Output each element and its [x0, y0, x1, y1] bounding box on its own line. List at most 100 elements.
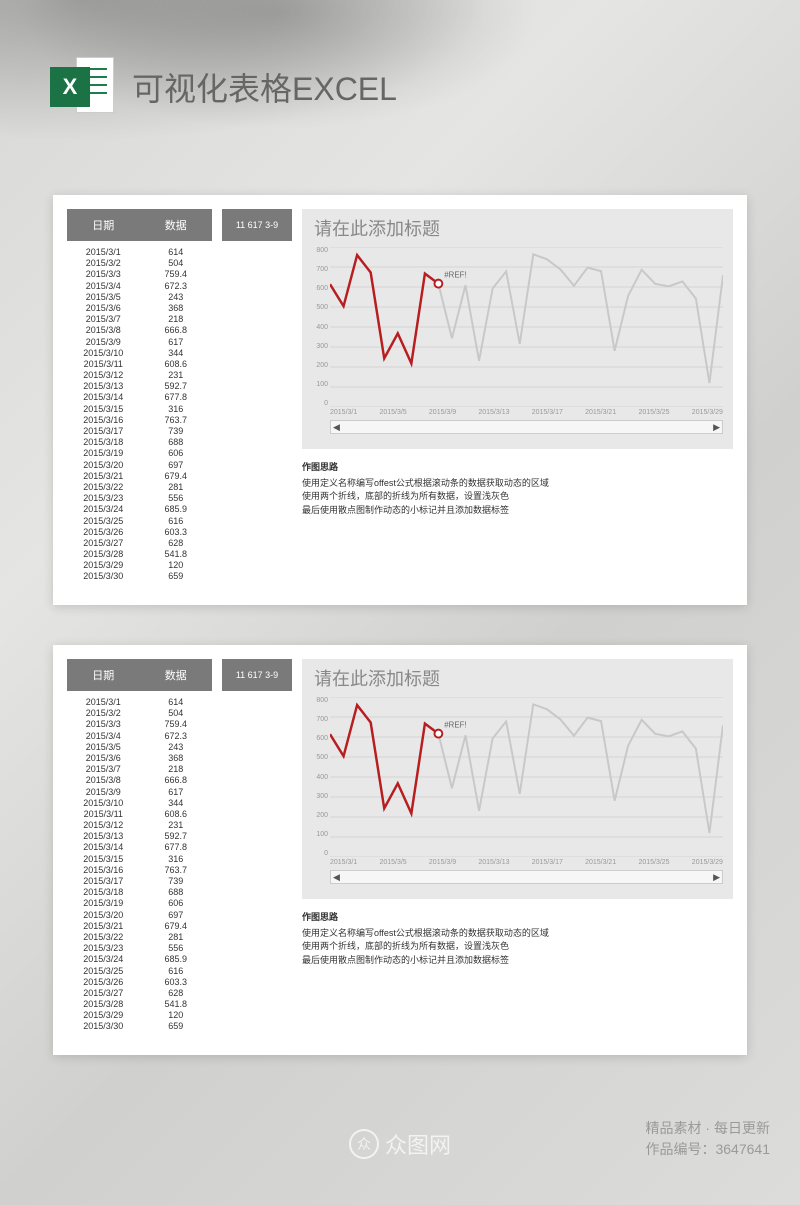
table-row: 2015/3/2504: [67, 708, 212, 719]
cell-value: 616: [140, 516, 213, 527]
table-header-date: 日期: [67, 217, 140, 233]
x-tick: 2015/3/25: [638, 859, 669, 866]
chart-scrollbar[interactable]: ◀ ▶: [330, 420, 723, 434]
cell-date: 2015/3/20: [67, 460, 140, 471]
scroll-left-icon[interactable]: ◀: [333, 872, 340, 883]
watermark-text: 众图网: [385, 1128, 451, 1160]
table-row: 2015/3/27628: [67, 538, 212, 549]
excel-icon-letter: X: [50, 67, 90, 107]
table-row: 2015/3/20697: [67, 910, 212, 921]
template-card-2: 日期 数据 2015/3/16142015/3/25042015/3/3759.…: [53, 645, 747, 1055]
chart-title: 请在此添加标题: [302, 659, 733, 691]
cell-value: 616: [140, 966, 213, 977]
y-tick: 0: [306, 850, 328, 857]
cell-date: 2015/3/30: [67, 1021, 140, 1032]
scroll-left-icon[interactable]: ◀: [333, 422, 340, 433]
cell-value: 556: [140, 943, 213, 954]
cell-date: 2015/3/14: [67, 392, 140, 403]
cell-date: 2015/3/21: [67, 471, 140, 482]
cell-value: 688: [140, 437, 213, 448]
cell-date: 2015/3/23: [67, 943, 140, 954]
cell-value: 628: [140, 988, 213, 999]
table-header: 日期 数据: [67, 659, 212, 691]
y-tick: 300: [306, 793, 328, 800]
cell-date: 2015/3/18: [67, 437, 140, 448]
x-tick: 2015/3/29: [692, 409, 723, 416]
chart-svg: #REF!: [330, 247, 723, 407]
cell-date: 2015/3/23: [67, 493, 140, 504]
x-tick: 2015/3/5: [379, 409, 406, 416]
chart-scrollbar[interactable]: ◀ ▶: [330, 870, 723, 884]
footer-line2: 作品编号：3647641: [645, 1139, 770, 1160]
table-row: 2015/3/29120: [67, 1010, 212, 1021]
cell-value: 666.8: [140, 775, 213, 786]
chart-svg: #REF!: [330, 697, 723, 857]
y-tick: 300: [306, 343, 328, 350]
y-tick: 600: [306, 285, 328, 292]
table-row: 2015/3/30659: [67, 1021, 212, 1032]
cell-date: 2015/3/19: [67, 448, 140, 459]
table-row: 2015/3/18688: [67, 437, 212, 448]
watermark: 众 众图网: [349, 1128, 451, 1160]
table-row: 2015/3/18688: [67, 887, 212, 898]
scroll-right-icon[interactable]: ▶: [713, 872, 720, 883]
cell-value: 739: [140, 426, 213, 437]
chart-area: 8007006005004003002001000 #REF! 2015/3/1…: [302, 241, 733, 449]
cell-value: 679.4: [140, 471, 213, 482]
x-tick: 2015/3/29: [692, 859, 723, 866]
table-row: 2015/3/16763.7: [67, 415, 212, 426]
data-table: 日期 数据 2015/3/16142015/3/25042015/3/3759.…: [67, 209, 212, 583]
cell-value: 556: [140, 493, 213, 504]
cell-value: 368: [140, 303, 213, 314]
table-row: 2015/3/14677.8: [67, 392, 212, 403]
y-tick: 700: [306, 266, 328, 273]
cell-value: 672.3: [140, 281, 213, 292]
x-tick: 2015/3/5: [379, 859, 406, 866]
cell-value: 541.8: [140, 999, 213, 1010]
table-row: 2015/3/21679.4: [67, 921, 212, 932]
table-row: 2015/3/30659: [67, 571, 212, 582]
table-row: 2015/3/21679.4: [67, 471, 212, 482]
cell-value: 603.3: [140, 977, 213, 988]
table-row: 2015/3/4672.3: [67, 281, 212, 292]
table-row: 2015/3/13592.7: [67, 381, 212, 392]
cell-date: 2015/3/2: [67, 708, 140, 719]
cell-date: 2015/3/22: [67, 932, 140, 943]
table-row: 2015/3/10344: [67, 798, 212, 809]
cell-value: 606: [140, 898, 213, 909]
cell-date: 2015/3/19: [67, 898, 140, 909]
cell-date: 2015/3/2: [67, 258, 140, 269]
cell-date: 2015/3/30: [67, 571, 140, 582]
table-row: 2015/3/11608.6: [67, 809, 212, 820]
cell-date: 2015/3/14: [67, 842, 140, 853]
y-tick: 100: [306, 381, 328, 388]
chart-title: 请在此添加标题: [302, 209, 733, 241]
table-row: 2015/3/17739: [67, 426, 212, 437]
scroll-right-icon[interactable]: ▶: [713, 422, 720, 433]
table-row: 2015/3/17739: [67, 876, 212, 887]
cell-value: 218: [140, 764, 213, 775]
cell-value: 541.8: [140, 549, 213, 560]
table-row: 2015/3/12231: [67, 370, 212, 381]
y-tick: 800: [306, 697, 328, 704]
x-tick: 2015/3/9: [429, 859, 456, 866]
cell-date: 2015/3/5: [67, 742, 140, 753]
cell-value: 603.3: [140, 527, 213, 538]
table-row: 2015/3/26603.3: [67, 527, 212, 538]
table-header-value: 数据: [140, 217, 213, 233]
cell-date: 2015/3/5: [67, 292, 140, 303]
y-tick: 500: [306, 754, 328, 761]
notes-heading: 作图思路: [302, 911, 733, 925]
cell-date: 2015/3/20: [67, 910, 140, 921]
x-tick: 2015/3/21: [585, 409, 616, 416]
y-axis-labels: 8007006005004003002001000: [306, 247, 328, 407]
table-header: 日期 数据: [67, 209, 212, 241]
cell-date: 2015/3/16: [67, 865, 140, 876]
page-title: 可视化表格EXCEL: [132, 64, 397, 110]
cell-value: 685.9: [140, 504, 213, 515]
cell-value: 281: [140, 482, 213, 493]
cell-date: 2015/3/26: [67, 977, 140, 988]
notes-line: 使用定义名称编写offest公式根据滚动条的数据获取动态的区域: [302, 927, 733, 941]
table-row: 2015/3/11608.6: [67, 359, 212, 370]
cell-date: 2015/3/7: [67, 314, 140, 325]
